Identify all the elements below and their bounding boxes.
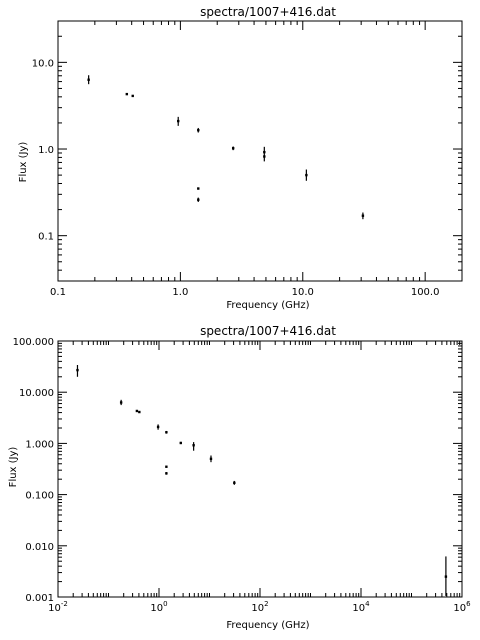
data-marker (177, 119, 180, 123)
y-tick-label: 0.100 (25, 491, 54, 502)
chart-title: spectra/1007+416.dat (200, 324, 336, 338)
data-marker (361, 214, 365, 217)
data-marker (231, 147, 235, 150)
data-point (156, 424, 160, 430)
data-marker (197, 198, 200, 201)
data-point (444, 556, 448, 596)
data-marker (165, 472, 168, 475)
x-tick-label: 106 (453, 600, 471, 614)
y-tick-label: 10.000 (19, 388, 54, 399)
x-tick-label: 102 (251, 600, 268, 614)
data-point (165, 430, 168, 434)
data-point (263, 146, 266, 162)
data-marker (179, 441, 182, 445)
data-point (131, 94, 134, 98)
data-point (209, 455, 213, 463)
data-marker (131, 94, 134, 98)
data-point (305, 169, 308, 181)
y-tick-label: 10.0 (32, 58, 54, 69)
data-marker (263, 155, 266, 158)
data-marker (125, 92, 129, 96)
data-marker (165, 465, 168, 468)
y-tick-label: 100.000 (13, 337, 54, 348)
data-marker (197, 187, 200, 190)
data-marker (138, 410, 141, 414)
x-tick-label: 104 (352, 600, 370, 614)
data-point (135, 409, 139, 413)
data-marker (76, 368, 79, 372)
data-marker (192, 444, 195, 447)
x-tick-label: 1.0 (172, 287, 188, 298)
x-tick-label: 10.0 (292, 287, 314, 298)
plot-frame (57, 340, 463, 598)
data-point (179, 441, 182, 445)
data-point (197, 197, 200, 202)
data-marker (305, 173, 308, 177)
data-point (165, 465, 168, 468)
data-point (231, 146, 235, 151)
y-axis-label: Flux (Jy) (18, 142, 29, 183)
data-point (119, 399, 123, 406)
data-point (192, 442, 195, 451)
x-tick-label: 0.1 (50, 287, 66, 298)
x-axis-label: Frequency (GHz) (226, 300, 309, 311)
y-tick-label: 1.000 (25, 439, 54, 450)
chart-title: spectra/1007+416.dat (200, 5, 336, 19)
x-tick-label: 100 (150, 600, 167, 614)
data-point (125, 92, 129, 96)
y-axis-label: Flux (Jy) (8, 447, 19, 488)
data-point (165, 472, 168, 475)
chart-panel-bottom: spectra/1007+416.dat Flux (Jy) Frequency… (8, 324, 471, 631)
data-point (76, 364, 79, 377)
y-tick-label: 0.1 (38, 232, 54, 243)
data-marker (197, 128, 200, 132)
data-marker (233, 481, 236, 485)
chart-panel-top: spectra/1007+416.dat Flux (Jy) Frequency… (18, 5, 463, 311)
x-tick-label: 100.0 (411, 287, 440, 298)
data-marker (444, 575, 448, 578)
y-tick-label: 0.001 (25, 593, 54, 604)
y-tick-label: 0.010 (25, 542, 54, 553)
data-point (87, 75, 90, 85)
data-marker (209, 457, 213, 461)
data-marker (263, 150, 266, 154)
data-marker (87, 78, 90, 81)
data-marker (119, 401, 123, 404)
data-marker (156, 425, 160, 429)
data-point (361, 212, 365, 220)
data-point (197, 187, 200, 190)
data-point (197, 127, 200, 133)
data-marker (165, 431, 168, 434)
data-point (177, 116, 180, 126)
y-tick-label: 1.0 (38, 145, 54, 156)
data-marker (135, 409, 139, 413)
data-point (263, 155, 266, 158)
x-axis-label: Frequency (GHz) (226, 620, 309, 631)
data-point (138, 410, 141, 414)
x-tick-label: 10-2 (48, 600, 68, 614)
plot-frame (57, 20, 463, 282)
data-point (233, 480, 236, 485)
